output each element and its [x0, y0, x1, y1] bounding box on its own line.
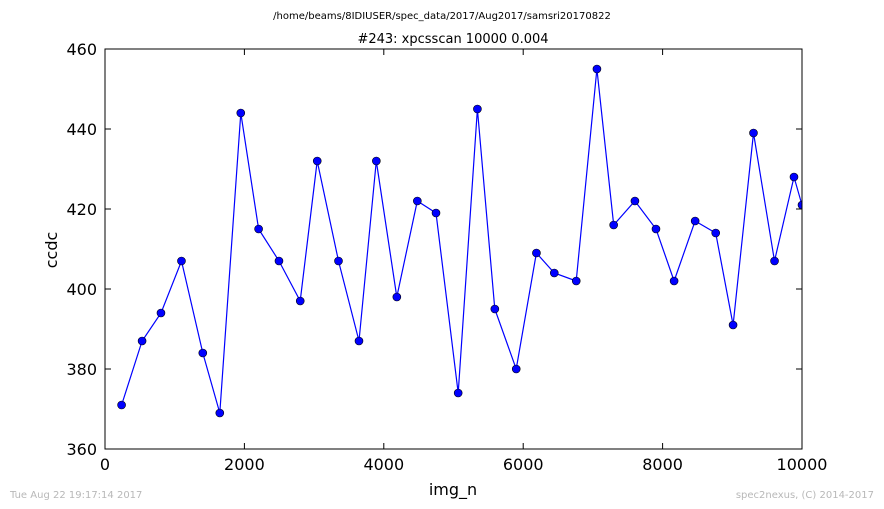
data-point — [770, 256, 779, 266]
y-tick-label: 460 — [66, 40, 97, 59]
data-point — [312, 156, 322, 166]
data-point — [549, 268, 559, 278]
footer-credit: spec2nexus, (C) 2014-2017 — [736, 490, 874, 501]
data-point — [609, 220, 618, 230]
data-point — [473, 104, 482, 114]
data-point — [117, 400, 126, 410]
data-point — [215, 408, 225, 418]
data-point — [137, 336, 147, 346]
data-point — [198, 348, 208, 358]
x-axis-label: img_n — [429, 480, 477, 500]
data-point — [156, 308, 166, 318]
plot-area — [105, 49, 802, 449]
data-point — [592, 64, 602, 74]
data-point — [797, 200, 802, 210]
x-tick-label: 8000 — [642, 455, 683, 474]
x-tick-label: 4000 — [363, 455, 404, 474]
data-point — [749, 128, 758, 138]
data-point — [711, 228, 721, 238]
data-point — [413, 196, 422, 206]
data-point — [274, 256, 284, 266]
data-point — [431, 208, 441, 218]
plot-background — [105, 49, 802, 449]
data-point — [453, 388, 463, 398]
data-point — [334, 256, 343, 266]
data-point — [354, 336, 364, 346]
y-tick-label: 360 — [66, 440, 97, 459]
data-point — [511, 364, 521, 374]
data-point — [236, 108, 246, 118]
data-point — [254, 224, 263, 234]
data-point — [651, 224, 661, 234]
chart-title: #243: xpcsscan 10000 0.004 — [357, 32, 548, 47]
data-point — [532, 248, 541, 258]
x-tick-label: 2000 — [224, 455, 265, 474]
data-point — [372, 156, 381, 166]
footer-timestamp: Tue Aug 22 19:17:14 2017 — [9, 490, 142, 501]
data-point — [630, 196, 640, 206]
x-tick-label: 6000 — [503, 455, 544, 474]
y-tick-label: 420 — [66, 200, 97, 219]
x-tick-label: 0 — [100, 455, 110, 474]
data-point — [728, 320, 738, 330]
axis-layer: 0 2000 4000 6000 8000 10000 360 380 400 420 440 460 — [66, 40, 827, 474]
data-point — [392, 292, 402, 302]
chart-suptitle: /home/beams/8IDIUSER/spec_data/2017/Aug2… — [273, 11, 611, 22]
y-axis-label: ccdc — [42, 232, 61, 269]
data-point — [295, 296, 305, 306]
y-tick-label: 380 — [66, 360, 97, 379]
y-tick-label: 440 — [66, 120, 97, 139]
data-point — [690, 216, 700, 226]
y-tick-label: 400 — [66, 280, 97, 299]
series-layer — [117, 64, 802, 418]
data-point — [669, 276, 679, 286]
data-point — [789, 172, 799, 182]
data-point — [490, 304, 500, 314]
axes-frame — [104, 48, 803, 450]
x-tick-label: 10000 — [777, 455, 828, 474]
data-point — [571, 276, 581, 286]
data-point — [177, 256, 186, 266]
